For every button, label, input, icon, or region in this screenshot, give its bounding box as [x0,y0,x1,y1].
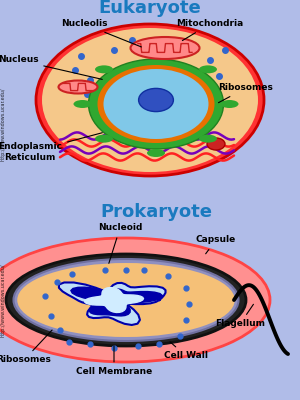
Text: Ribosomes: Ribosomes [218,84,273,103]
Text: Prokaryote: Prokaryote [100,203,212,221]
Text: Flagellum: Flagellum [215,304,265,328]
Circle shape [139,88,173,112]
Ellipse shape [98,65,214,143]
Text: http://www.windows.ucar.edu/: http://www.windows.ucar.edu/ [1,263,5,337]
Text: Nucleoid: Nucleoid [98,224,142,263]
Ellipse shape [103,69,208,139]
Text: Cell Membrane: Cell Membrane [76,346,152,376]
Text: Cell Wall: Cell Wall [164,342,208,360]
Ellipse shape [14,259,238,341]
Text: Endoplasmic
Reticulum: Endoplasmic Reticulum [0,133,102,162]
Text: http://www.windows.ucar.edu/: http://www.windows.ucar.edu/ [1,87,5,161]
Ellipse shape [147,149,165,157]
Ellipse shape [88,59,224,149]
Ellipse shape [0,238,270,362]
Ellipse shape [199,65,217,73]
Text: Mitochondria: Mitochondria [176,20,244,40]
Ellipse shape [147,51,165,59]
Ellipse shape [220,100,238,108]
Ellipse shape [36,24,264,176]
Ellipse shape [95,65,113,73]
Polygon shape [71,287,162,316]
Text: Nucleolis: Nucleolis [61,20,141,47]
Ellipse shape [58,80,98,94]
Ellipse shape [17,263,235,337]
Ellipse shape [74,100,92,108]
Text: Nucleus: Nucleus [0,56,102,79]
Text: Ribosomes: Ribosomes [0,330,52,364]
Ellipse shape [42,28,258,172]
Ellipse shape [130,37,200,59]
Polygon shape [59,282,166,325]
Ellipse shape [95,135,113,143]
Ellipse shape [199,135,217,143]
Ellipse shape [6,254,246,346]
Text: Capsule: Capsule [196,236,236,254]
Text: Eukaryote: Eukaryote [99,0,201,17]
Ellipse shape [207,138,225,150]
Polygon shape [85,288,143,312]
